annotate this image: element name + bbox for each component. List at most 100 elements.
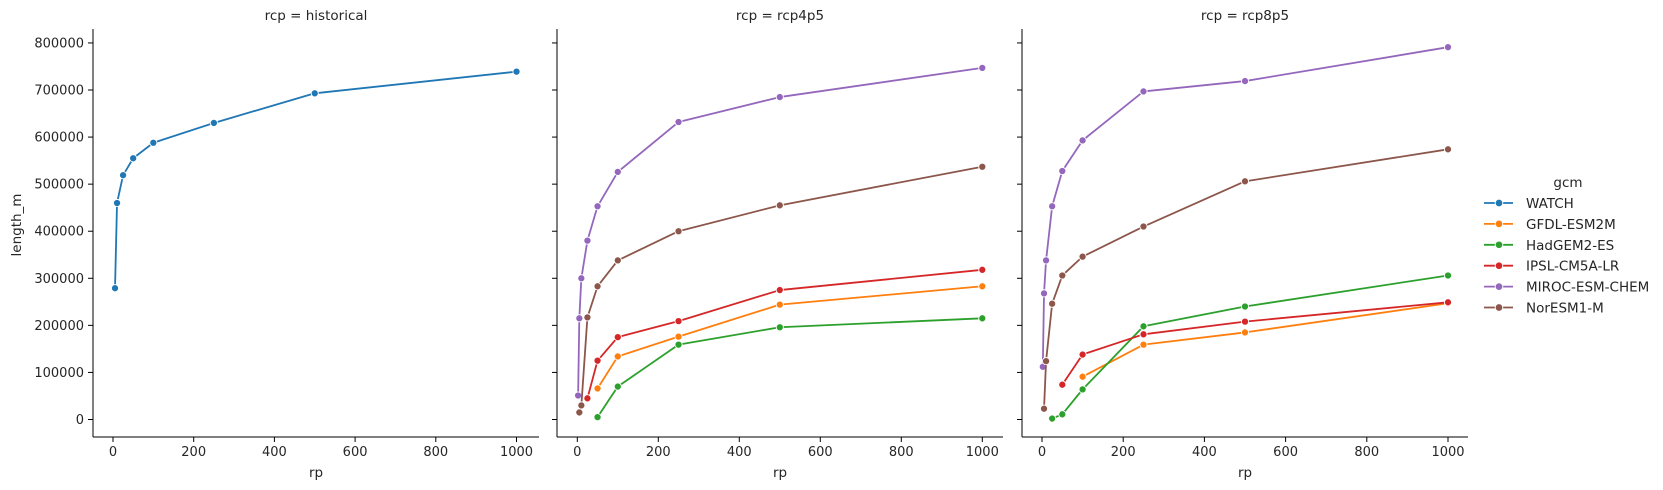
data-point-marker [674,117,683,127]
data-point-marker [1139,330,1148,339]
data-point-marker [978,314,987,323]
data-point-marker [575,314,584,323]
data-point-marker [577,401,586,410]
x-axis-label: rp [1238,465,1252,481]
series-miroc-esm-chem [1038,43,1453,371]
x-tick-label: 800 [889,445,914,460]
data-point-marker [1078,385,1087,394]
series-noresm1-m [575,162,987,417]
data-point-marker [1058,410,1067,419]
series-line [586,268,983,399]
data-point-marker [1058,166,1067,176]
series-line [1051,274,1449,420]
data-point-marker [593,356,602,365]
data-point-marker [1078,350,1087,359]
series-hadgem2-es [593,314,987,422]
legend-entry: MIROC-ESM-CHEM [1484,280,1649,296]
x-tick-label: 600 [1273,445,1298,460]
data-point-marker [674,332,683,341]
data-point-marker [674,340,683,349]
facet-panel: rcp = historical 0 100000 200000 300000 40000… [34,8,539,481]
data-point-marker [775,323,784,332]
x-tick-label: 200 [181,445,206,460]
legend-entry: IPSL-CM5A-LR [1484,259,1619,275]
legend-label: NorESM1-M [1526,301,1604,317]
data-point-marker [1042,256,1051,265]
series-line [577,66,983,396]
x-tick-label: 200 [1111,445,1136,460]
legend-marker-icon [1494,240,1504,250]
data-point-marker [1039,404,1049,413]
series-hadgem2-es [1048,271,1453,423]
data-point-marker [1139,87,1148,96]
data-point-marker [775,300,784,309]
x-tick-label: 0 [109,445,117,460]
x-tick-label: 800 [423,445,448,460]
legend-marker-icon [1494,282,1504,291]
data-point-marker [1240,328,1250,337]
legend-label: MIROC-ESM-CHEM [1526,280,1649,296]
data-point-marker [583,236,592,245]
x-axis-label: rp [309,465,323,481]
legend-marker-icon [1494,303,1504,312]
data-point-marker [209,118,218,128]
data-point-marker [775,93,784,102]
y-axis-label-group: length_m [9,194,25,257]
data-point-marker [1139,222,1148,231]
data-point-marker [593,282,602,291]
x-tick-label: 600 [343,445,368,460]
x-tick-label: 200 [646,445,671,460]
data-point-marker [1443,43,1453,52]
facet-title: rcp = rcp4p5 [736,8,824,24]
y-tick-label: 800000 [34,36,84,51]
data-point-marker [1048,202,1057,211]
series-line [1061,301,1449,386]
data-point-marker [1078,252,1087,261]
data-point-marker [574,391,583,400]
data-point-marker [575,408,584,417]
legend-title: gcm [1553,175,1582,191]
x-tick-label: 400 [1192,445,1217,460]
data-point-marker [1443,298,1453,307]
x-axis-label: rp [773,465,787,481]
series-noresm1-m [1039,145,1453,413]
data-point-marker [1078,136,1087,145]
data-point-marker [1139,340,1148,349]
data-point-marker [613,333,622,342]
legend-entry: NorESM1-M [1484,301,1604,317]
data-point-marker [593,384,602,393]
data-point-marker [775,286,784,295]
data-point-marker [613,167,622,176]
facet-panels: rcp = historical010000020000030000040000… [34,8,1468,481]
y-tick-label: 200000 [34,319,84,334]
facet-title: rcp = historical [265,8,368,24]
legend: gcm WATCH GFDL-ESM2M HadGEM2-ES IPSL-CM5A-L… [1484,175,1649,317]
series-ipsl-cm5a-lr [583,265,987,403]
legend-label: WATCH [1526,196,1574,212]
series-miroc-esm-chem [574,63,987,400]
data-point-marker [1039,289,1049,298]
series-line [578,165,983,413]
y-tick-label: 100000 [34,366,84,381]
data-point-marker [1443,145,1453,154]
series-line [596,285,983,389]
data-point-marker [1240,177,1250,186]
data-point-marker [1443,271,1453,280]
legend-marker-icon [1494,198,1504,208]
data-point-marker [149,138,158,147]
data-point-marker [1240,302,1250,311]
y-tick-label: 700000 [34,84,84,99]
x-tick-label: 1000 [500,445,533,460]
data-point-marker [674,317,683,326]
y-tick-label: 0 [76,413,84,428]
x-tick-label: 0 [573,445,581,460]
x-tick-label: 0 [1038,445,1046,460]
data-point-marker [1042,357,1051,366]
series-line [596,317,983,418]
data-point-marker [1240,77,1250,86]
data-point-marker [1048,414,1057,423]
data-point-marker [978,282,987,291]
x-tick-label: 800 [1354,445,1379,460]
data-point-marker [583,394,592,403]
legend-entry: GFDL-ESM2M [1484,217,1616,233]
